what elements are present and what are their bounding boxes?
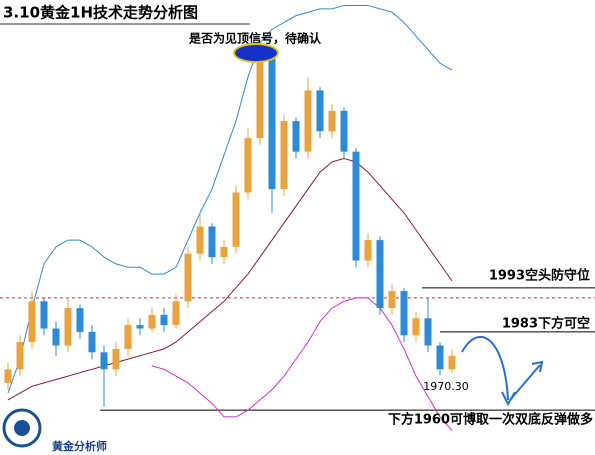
level-label: 下方1960可博取一次双底反弹做多	[388, 412, 593, 428]
candle-body	[208, 226, 216, 258]
candle-body	[220, 246, 228, 258]
candle-body	[316, 90, 324, 132]
candle-body	[328, 110, 336, 132]
candle-body	[28, 301, 36, 343]
level-label: 1983下方可空	[502, 315, 590, 331]
candle-body	[148, 314, 156, 329]
candle-body	[124, 325, 132, 349]
candle-body	[232, 192, 240, 247]
candle-body	[4, 369, 12, 383]
candle-body	[172, 301, 180, 326]
arrow-up	[509, 364, 541, 401]
candle-body	[448, 355, 456, 370]
candle-body	[268, 49, 276, 190]
low-label: 1970.30	[423, 380, 469, 393]
logo	[2, 408, 42, 448]
logo	[14, 420, 30, 436]
candle-body	[388, 291, 396, 309]
band-line	[7, 4, 453, 394]
highlight-ellipse	[233, 43, 279, 63]
candle-body	[88, 331, 96, 353]
arrow-head	[531, 360, 544, 373]
band-line	[7, 157, 453, 401]
chart-title: 3.10黄金1H技术走势分析图	[3, 4, 198, 22]
band-line	[151, 297, 453, 431]
candle-body	[40, 301, 48, 329]
candle-body	[280, 121, 288, 190]
candle-body	[244, 138, 252, 193]
candle-body	[256, 49, 264, 139]
candle-body	[376, 240, 384, 309]
candle-body	[196, 226, 204, 254]
candle-body	[76, 308, 84, 332]
candle-body	[292, 121, 300, 152]
arrow-down	[461, 335, 509, 401]
candle-body	[436, 345, 444, 370]
candle-body	[400, 291, 408, 336]
candle-body	[112, 348, 120, 370]
candle-body	[100, 352, 108, 370]
candle-body	[64, 308, 72, 346]
candle-body	[412, 318, 420, 336]
level-label: 1993空头防守位	[489, 267, 590, 283]
candle-body	[16, 342, 24, 370]
candle-body	[304, 90, 312, 152]
annotation: 是否为见顶信号，待确认	[188, 31, 322, 46]
brand: 黄金分析师	[52, 439, 107, 453]
title-box	[0, 0, 250, 24]
candle-body	[364, 240, 372, 261]
candle-body	[340, 110, 348, 152]
candle-body	[352, 151, 360, 261]
candle-body	[184, 253, 192, 302]
candle-body	[160, 314, 168, 326]
plot: 1970.30	[0, 4, 595, 431]
candle-body	[52, 328, 60, 346]
candle-body	[424, 318, 432, 346]
candle-body	[136, 325, 144, 329]
